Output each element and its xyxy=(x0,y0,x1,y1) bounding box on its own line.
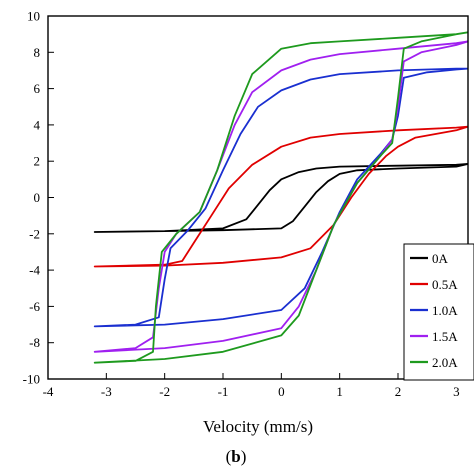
x-tick-label: -3 xyxy=(101,384,112,399)
caption-letter: b xyxy=(231,447,240,466)
series-line-4 xyxy=(93,31,468,364)
x-tick-label: 1 xyxy=(336,384,343,399)
legend-label: 0.5A xyxy=(432,277,458,292)
y-tick-label: 0 xyxy=(34,190,41,205)
series-curves xyxy=(93,31,468,364)
y-tick-label: -4 xyxy=(29,263,40,278)
caption-open: ( xyxy=(226,447,232,466)
x-tick-label: 2 xyxy=(395,384,402,399)
y-tick-label: 6 xyxy=(34,81,41,96)
y-tick-label: 10 xyxy=(27,9,40,24)
series-line-1 xyxy=(93,125,468,268)
x-tick-label: -2 xyxy=(159,384,170,399)
y-tick-label: 2 xyxy=(34,154,41,169)
caption-close: ) xyxy=(241,447,247,466)
legend-label: 2.0A xyxy=(432,355,458,370)
y-tick-label: -8 xyxy=(29,335,40,350)
legend-label: 0A xyxy=(432,251,449,266)
x-tick-label: 3 xyxy=(453,384,460,399)
x-tick-label: -1 xyxy=(218,384,229,399)
y-tick-label: 4 xyxy=(34,117,41,132)
legend-label: 1.0A xyxy=(432,303,458,318)
legend: 0A 0.5A 1.0A 1.5A 2.0A xyxy=(403,243,474,381)
x-tick-label: -4 xyxy=(43,384,54,399)
legend-label: 1.5A xyxy=(432,329,458,344)
figure-caption-label: (b) xyxy=(226,447,247,466)
y-tick-label: -10 xyxy=(23,372,40,387)
series-line-0 xyxy=(93,163,468,233)
legend-box xyxy=(403,243,474,381)
series-line-2 xyxy=(93,67,468,328)
x-axis-title: Velocity (mm/s) xyxy=(203,417,313,436)
y-tick-label: -6 xyxy=(29,299,40,314)
y-tick-label: 8 xyxy=(34,45,41,60)
x-tick-label: 0 xyxy=(278,384,285,399)
y-tick-label: -2 xyxy=(29,226,40,241)
